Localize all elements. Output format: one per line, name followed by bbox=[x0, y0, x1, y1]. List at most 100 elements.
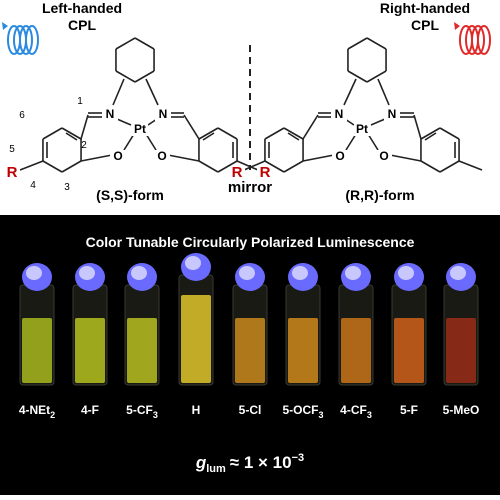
bond bbox=[347, 70, 368, 83]
position-number: 1 bbox=[77, 96, 83, 107]
vial-cap-glow bbox=[26, 266, 42, 280]
bond bbox=[413, 114, 422, 140]
bond bbox=[367, 133, 379, 151]
vial-liquid bbox=[235, 318, 265, 383]
atom-background bbox=[384, 108, 400, 121]
vial-liquid bbox=[341, 318, 371, 383]
vial-label-text: 5-MeO bbox=[443, 403, 480, 417]
bond bbox=[80, 114, 89, 140]
vial-label: 5-CF3 bbox=[126, 403, 158, 420]
position-number: 4 bbox=[30, 180, 36, 191]
bond bbox=[343, 78, 357, 106]
atom-background bbox=[332, 150, 348, 163]
vial-label-sub: 3 bbox=[318, 410, 323, 420]
bond bbox=[347, 37, 368, 50]
bond bbox=[198, 127, 219, 140]
position-number: 3 bbox=[64, 182, 70, 193]
bond bbox=[302, 154, 335, 162]
atom-background bbox=[331, 108, 347, 121]
panel-title: Color Tunable Circularly Polarized Lumin… bbox=[86, 234, 415, 250]
bond bbox=[243, 160, 266, 171]
vial-label: H bbox=[192, 403, 201, 417]
vial-label: 4-NEt2 bbox=[19, 403, 55, 420]
right-molecule: N N Pt O O R bbox=[229, 37, 483, 181]
bond bbox=[42, 160, 63, 173]
helix-turn bbox=[19, 25, 33, 55]
helix-turn bbox=[25, 25, 39, 55]
bond bbox=[439, 127, 460, 140]
bond bbox=[115, 70, 136, 83]
atom-label: O bbox=[379, 149, 388, 163]
bond bbox=[264, 127, 285, 140]
bond bbox=[366, 37, 387, 50]
bond bbox=[61, 160, 82, 173]
bond bbox=[424, 132, 437, 141]
bond bbox=[61, 127, 82, 140]
atom-label: R bbox=[232, 164, 243, 181]
atom-label: N bbox=[335, 107, 344, 121]
atom-label: Pt bbox=[134, 122, 146, 136]
helix-arrow bbox=[454, 22, 460, 30]
form-label: (S,S)-form bbox=[96, 187, 164, 203]
helix-turn bbox=[471, 25, 485, 55]
atom-label: O bbox=[113, 149, 122, 163]
vial-liquid bbox=[22, 318, 52, 383]
bond bbox=[302, 114, 319, 140]
atom-label: N bbox=[106, 107, 115, 121]
vial-cap-glow bbox=[185, 256, 201, 270]
bond bbox=[389, 154, 422, 162]
vial-label-text: 4-NEt bbox=[19, 403, 50, 417]
bond bbox=[116, 118, 132, 126]
vial-label-text: 5-OCF bbox=[282, 403, 318, 417]
bond bbox=[377, 78, 390, 106]
bond bbox=[198, 160, 219, 173]
vial-label-text: 5-F bbox=[400, 403, 418, 417]
bond bbox=[112, 78, 125, 106]
vial-label: 5-OCF3 bbox=[282, 403, 323, 420]
vial-liquid bbox=[288, 318, 318, 383]
atom-label: Pt bbox=[356, 122, 368, 136]
bond bbox=[283, 127, 304, 140]
vial-liquid bbox=[394, 318, 424, 383]
mirror-label: mirror bbox=[228, 179, 272, 196]
vial-label-text: 5-Cl bbox=[239, 403, 262, 417]
vial-liquid bbox=[181, 295, 211, 383]
bond bbox=[145, 133, 157, 151]
vial-cap-glow bbox=[398, 266, 414, 280]
heading: Right-handed bbox=[380, 0, 470, 16]
atom-background bbox=[154, 150, 170, 163]
atom-label: N bbox=[388, 107, 397, 121]
position-number: 6 bbox=[19, 110, 25, 121]
bond bbox=[217, 127, 238, 140]
vial-cap-glow bbox=[345, 266, 361, 280]
bond bbox=[183, 114, 200, 140]
vial-cap-glow bbox=[450, 266, 466, 280]
bond bbox=[123, 133, 135, 151]
vial-cap-glow bbox=[239, 266, 255, 280]
bond bbox=[370, 118, 386, 126]
formula-sub: lum bbox=[206, 463, 226, 475]
bond bbox=[134, 37, 155, 50]
vial-label-text: 4-F bbox=[81, 403, 99, 417]
atom-background bbox=[102, 108, 118, 121]
bond bbox=[145, 78, 159, 106]
bond bbox=[420, 160, 441, 173]
position-number: 5 bbox=[9, 144, 15, 155]
form-label: (R,R)-form bbox=[345, 187, 414, 203]
bond bbox=[19, 160, 44, 171]
bond bbox=[236, 160, 259, 171]
atom-background bbox=[155, 108, 171, 121]
atom-background bbox=[257, 167, 273, 180]
helix-turn bbox=[477, 25, 491, 55]
formula: glum ≈ 1 × 10−3 bbox=[195, 452, 304, 475]
atom-background bbox=[132, 123, 148, 136]
vial-label-sub: 2 bbox=[50, 410, 55, 420]
atom-label: O bbox=[157, 149, 166, 163]
vial-label-sub: 3 bbox=[153, 410, 158, 420]
heading: CPL bbox=[68, 17, 96, 33]
heading: CPL bbox=[411, 17, 439, 33]
bond bbox=[167, 154, 200, 162]
vial-label: 5-Cl bbox=[239, 403, 262, 417]
vial-label-text: 5-CF bbox=[126, 403, 153, 417]
